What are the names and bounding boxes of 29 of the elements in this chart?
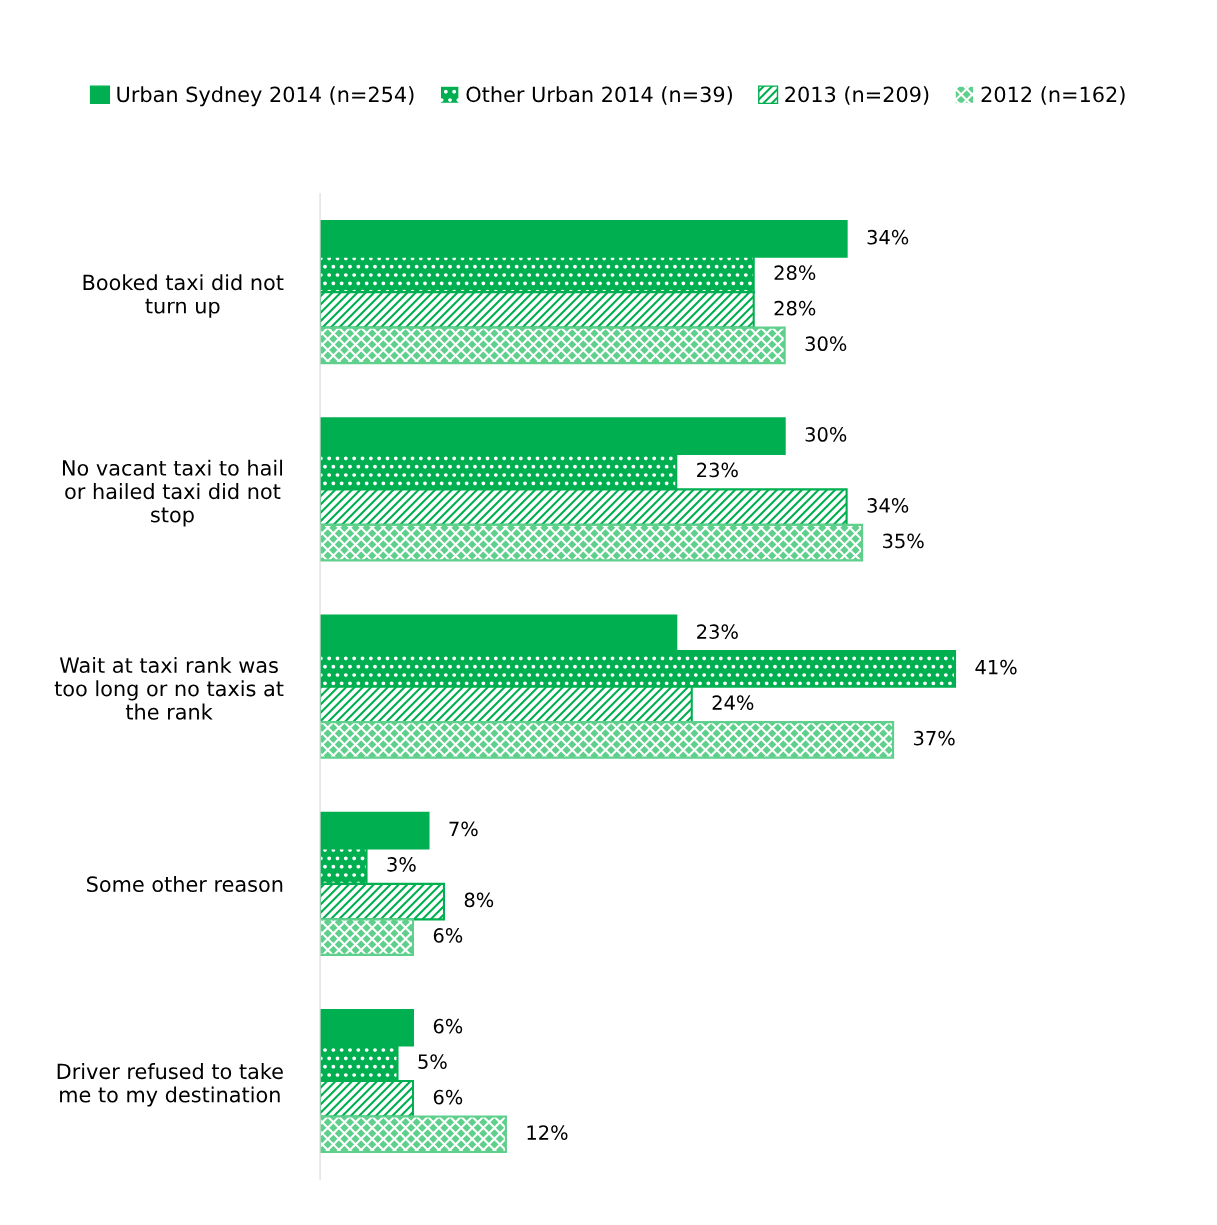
data-label: 34% (867, 498, 909, 513)
data-label: 23% (697, 462, 738, 478)
data-label: 37% (914, 730, 955, 746)
data-label: 12% (527, 1125, 568, 1140)
y-tick-label: Some other reason (87, 875, 283, 893)
legend-label: Other Urban 2014 (n=39) (466, 86, 732, 105)
data-label: 34% (867, 229, 909, 245)
data-label: 5% (418, 1054, 447, 1069)
data-label: 23% (697, 624, 738, 639)
legend-label: 2012 (n=162) (981, 86, 1125, 105)
data-label: 35% (883, 533, 924, 549)
data-label: 8% (464, 892, 494, 908)
data-label: 30% (805, 336, 847, 352)
y-tick-label: Wait at taxi rank was too long or no taxis at the rank (54, 656, 284, 720)
data-label: 6% (433, 1089, 463, 1105)
y-tick-label: No vacant taxi to hail or hailed taxi did not stop (62, 459, 283, 527)
y-tick-label: Driver refused to take me to my destination (57, 1063, 283, 1107)
data-label: 6% (433, 1018, 463, 1034)
data-label: 28% (774, 300, 816, 316)
data-label: 3% (387, 857, 416, 872)
data-label: 24% (712, 695, 754, 710)
legend-label: 2013 (n=209) (785, 86, 929, 105)
data-label: 30% (805, 427, 847, 442)
y-tick-label: Booked taxi did not turn up (83, 274, 284, 318)
legend-label: Urban Sydney 2014 (n=254) (117, 86, 414, 107)
data-label: 41% (975, 659, 1017, 675)
data-label: 6% (433, 928, 463, 943)
data-label: 28% (774, 265, 816, 281)
data-label: 7% (449, 821, 478, 837)
